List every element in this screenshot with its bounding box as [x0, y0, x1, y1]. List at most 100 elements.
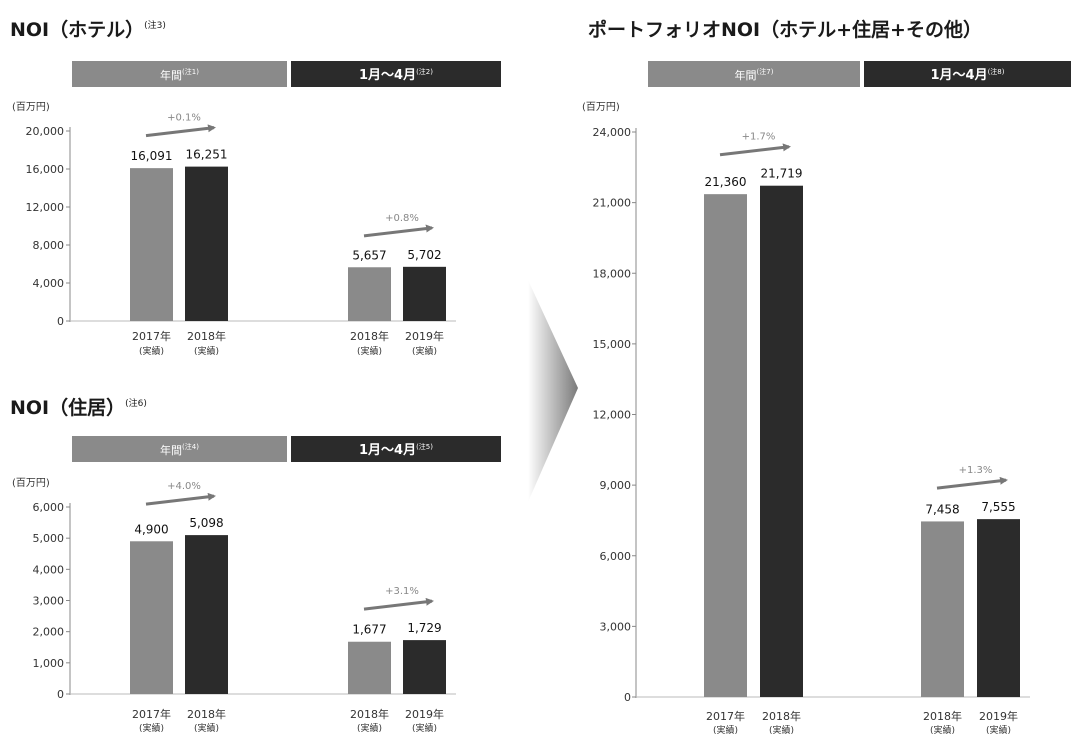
- growth-rate-label: +3.1%: [385, 586, 419, 597]
- header-period-label: 1月～4月(注2): [359, 67, 433, 83]
- header-period-label: 1月～4月(注8): [930, 67, 1004, 83]
- header-label-text: 1月～4月: [359, 68, 416, 83]
- header-period-band: [291, 61, 501, 87]
- bar: [130, 168, 173, 321]
- chart-title-note: (注6): [125, 397, 147, 409]
- bar-value-label: 21,360: [705, 175, 747, 189]
- chart-title: ポートフォリオNOI（ホテル+住居+その他）: [588, 18, 982, 41]
- header-label-text: 1月～4月: [930, 68, 987, 83]
- category-sub-label: (実績): [412, 722, 437, 734]
- chart-title: NOI（ホテル）(注3): [10, 18, 166, 41]
- y-tick-label: 4,000: [33, 277, 65, 290]
- bar: [348, 641, 391, 694]
- chart-title: NOI（住居）(注6): [10, 396, 147, 419]
- y-tick-label: 21,000: [593, 197, 632, 210]
- header-period-band: [864, 61, 1071, 87]
- header-annual-band: [648, 61, 860, 87]
- y-tick-label: 24,000: [593, 126, 632, 139]
- bar: [403, 640, 446, 694]
- chart-title-text: NOI（住居）: [10, 396, 125, 419]
- category-sub-label: (実績): [713, 724, 738, 736]
- growth-arrow: [145, 492, 216, 506]
- header-label-note: (注5): [416, 442, 433, 451]
- y-tick-label: 6,000: [33, 501, 65, 514]
- category-sub-label: (実績): [769, 724, 794, 736]
- chart-title-note: (注3): [144, 19, 166, 31]
- category-year-label: 2018年: [187, 707, 226, 721]
- category-year-label: 2018年: [350, 329, 389, 343]
- header-label-text: 1月～4月: [359, 443, 416, 458]
- bar-value-label: 21,719: [761, 167, 803, 181]
- bar-value-label: 16,091: [131, 149, 173, 163]
- y-tick-label: 15,000: [593, 338, 632, 351]
- bar: [760, 185, 803, 697]
- header-annual-label: 年間(注1): [160, 67, 199, 82]
- y-tick-label: 0: [57, 315, 64, 328]
- y-tick-label: 4,000: [33, 563, 65, 576]
- header-annual-label: 年間(注4): [160, 442, 199, 457]
- growth-rate-label: +4.0%: [167, 481, 201, 492]
- y-tick-label: 8,000: [33, 239, 65, 252]
- bar: [348, 267, 391, 321]
- y-tick-label: 20,000: [26, 125, 65, 138]
- growth-rate-label: +1.3%: [959, 465, 993, 476]
- y-tick-label: 5,000: [33, 532, 65, 545]
- bar-value-label: 7,458: [925, 502, 959, 516]
- category-year-label: 2018年: [762, 709, 801, 723]
- bar-value-label: 5,657: [352, 248, 386, 262]
- category-year-label: 2018年: [923, 709, 962, 723]
- category-sub-label: (実績): [357, 722, 382, 734]
- bar: [130, 541, 173, 694]
- growth-arrow: [145, 124, 216, 138]
- y-tick-label: 0: [57, 688, 64, 701]
- category-year-label: 2017年: [132, 707, 171, 721]
- header-label-note: (注8): [988, 67, 1005, 76]
- bar-value-label: 5,702: [407, 248, 441, 262]
- y-tick-label: 12,000: [593, 409, 632, 422]
- category-year-label: 2019年: [405, 707, 444, 721]
- category-sub-label: (実績): [412, 345, 437, 357]
- growth-arrow: [936, 476, 1008, 490]
- y-tick-label: 3,000: [33, 595, 65, 608]
- category-sub-label: (実績): [139, 722, 164, 734]
- growth-rate-label: +0.8%: [385, 213, 419, 224]
- chart-1: NOI（ホテル）(注3) 年間(注1) 1月～4月(注2) (百万円) 0 4,000 8,…: [10, 18, 501, 357]
- category-year-label: 2019年: [979, 709, 1018, 723]
- y-unit-label: (百万円): [582, 101, 620, 113]
- header-label-note: (注7): [757, 67, 774, 76]
- header-annual-band: [72, 436, 287, 462]
- header-annual-band: [72, 61, 287, 87]
- category-sub-label: (実績): [194, 722, 219, 734]
- y-tick-label: 18,000: [593, 267, 632, 280]
- bar-value-label: 1,729: [407, 621, 441, 635]
- category-year-label: 2019年: [405, 329, 444, 343]
- y-unit-label: (百万円): [12, 101, 50, 113]
- chart-title-text: NOI（ホテル）: [10, 18, 144, 41]
- category-sub-label: (実績): [139, 345, 164, 357]
- chart-title-text: ポートフォリオNOI（ホテル+住居+その他）: [588, 18, 982, 41]
- growth-arrow: [363, 597, 434, 611]
- growth-arrow: [363, 224, 434, 238]
- charts-root: NOI（ホテル）(注3)年間(注1) 1月～4月(注2)(百万円)04,0008,…: [10, 18, 1071, 736]
- bar: [704, 194, 747, 697]
- category-sub-label: (実績): [930, 724, 955, 736]
- header-label-note: (注1): [182, 67, 199, 76]
- bar: [921, 521, 964, 697]
- chart-2: NOI（住居）(注6) 年間(注4) 1月～4月(注5) (百万円) 0 1,000 2,0…: [10, 396, 501, 734]
- bar-value-label: 4,900: [134, 522, 168, 536]
- category-year-label: 2018年: [187, 329, 226, 343]
- bar: [185, 535, 228, 694]
- header-label-note: (注2): [416, 67, 433, 76]
- header-label-text: 年間: [160, 68, 182, 82]
- y-tick-label: 9,000: [600, 479, 632, 492]
- growth-arrow: [719, 143, 791, 157]
- bar: [977, 519, 1020, 697]
- y-tick-label: 16,000: [26, 163, 65, 176]
- growth-rate-label: +1.7%: [742, 132, 776, 143]
- bar-value-label: 7,555: [981, 500, 1015, 514]
- y-tick-label: 0: [624, 691, 631, 704]
- category-sub-label: (実績): [357, 345, 382, 357]
- header-annual-label: 年間(注7): [735, 67, 774, 82]
- y-tick-label: 1,000: [33, 657, 65, 670]
